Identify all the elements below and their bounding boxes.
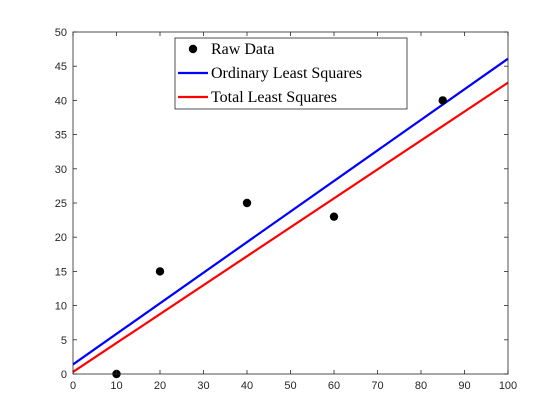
axes-layer: 0 10 20 30 40 50 60 70 80 90 100 0 5 10 15 20 25 30 35 40 45… bbox=[55, 27, 517, 392]
x-tick-label: 80 bbox=[415, 380, 427, 392]
legend-marker bbox=[188, 44, 198, 54]
y-tick-label: 50 bbox=[55, 27, 67, 39]
y-tick-label: 20 bbox=[55, 232, 67, 244]
y-tick-label: 10 bbox=[55, 301, 67, 313]
x-tick-label: 50 bbox=[284, 380, 296, 392]
x-tick-label: 20 bbox=[154, 380, 166, 392]
y-tick-label: 15 bbox=[55, 266, 67, 278]
series-layer bbox=[72, 57, 509, 379]
legend-label: Raw Data bbox=[211, 41, 275, 58]
x-tick-label: 40 bbox=[241, 380, 253, 392]
y-tick-label: 25 bbox=[55, 198, 67, 210]
data-point bbox=[329, 212, 339, 221]
y-tick-label: 30 bbox=[55, 164, 67, 176]
legend-label: Total Least Squares bbox=[211, 89, 337, 106]
legend-label: Ordinary Least Squares bbox=[211, 65, 362, 82]
y-tick-label: 5 bbox=[61, 335, 67, 347]
y-tick-label: 45 bbox=[55, 61, 67, 73]
x-tick-label: 10 bbox=[110, 380, 122, 392]
y-tick-label: 40 bbox=[55, 95, 67, 107]
x-tick-label: 30 bbox=[197, 380, 209, 392]
series-line-1 bbox=[72, 57, 509, 366]
x-tick-label: 90 bbox=[458, 380, 470, 392]
data-point bbox=[438, 96, 447, 105]
x-tick-label: 70 bbox=[371, 380, 383, 392]
legend: Raw Data Ordinary Least Squares Total Leas… bbox=[174, 37, 408, 110]
data-point bbox=[155, 267, 165, 276]
x-tick-label: 0 bbox=[70, 380, 76, 392]
data-point bbox=[242, 198, 252, 208]
legend-box bbox=[174, 37, 408, 110]
y-tick-label: 0 bbox=[61, 369, 67, 381]
x-tick-label: 100 bbox=[499, 380, 517, 392]
x-tick-label: 60 bbox=[328, 380, 340, 392]
series-line-2 bbox=[72, 81, 509, 373]
y-tick-label: 35 bbox=[55, 130, 67, 142]
